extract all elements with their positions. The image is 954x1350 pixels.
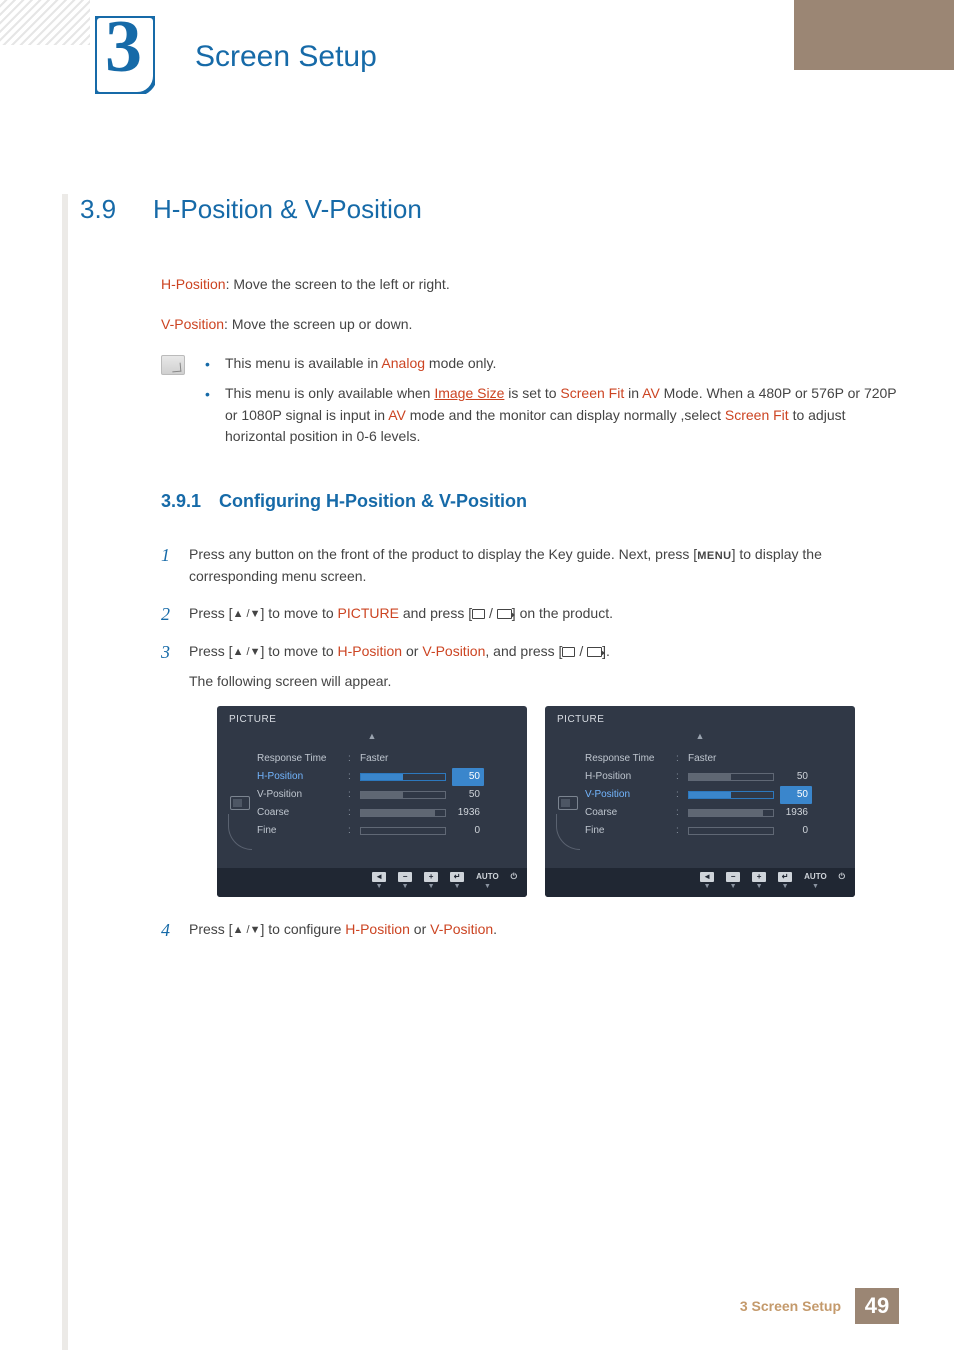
note-item: This menu is only available when Image S…	[203, 383, 899, 448]
steps-list: 1 Press any button on the front of the p…	[161, 544, 899, 941]
up-down-icon: ▲ /▼	[233, 924, 261, 936]
vposition-description: V-Position: Move the screen up or down.	[161, 314, 899, 336]
note-item: This menu is available in Analog mode on…	[203, 353, 899, 375]
osd-panel-right: PICTURE ▲ Response Time:FasterH-Position…	[545, 706, 855, 896]
up-down-icon: ▲ /▼	[233, 608, 261, 620]
header-brown-block	[794, 0, 954, 70]
page-footer: 3 Screen Setup 49	[740, 1288, 899, 1324]
step: 4 Press [▲ /▼] to configure H-Position o…	[161, 919, 899, 941]
chapter-number: 3	[105, 5, 140, 90]
step: 3 Press [▲ /▼] to move to H-Position or …	[161, 641, 899, 897]
subsection-number: 3.9.1	[161, 488, 219, 516]
step: 2 Press [▲ /▼] to move to PICTURE and pr…	[161, 603, 899, 625]
footer-text: 3 Screen Setup	[740, 1298, 841, 1314]
subsection-heading: 3.9.1Configuring H-Position & V-Position	[161, 488, 899, 516]
enter-icon	[587, 647, 602, 657]
left-margin-bar	[62, 194, 68, 1350]
osd-panel-left: PICTURE ▲ Response Time:FasterH-Position…	[217, 706, 527, 896]
note-block: This menu is available in Analog mode on…	[161, 353, 899, 456]
step: 1 Press any button on the front of the p…	[161, 544, 899, 587]
up-down-icon: ▲ /▼	[233, 646, 261, 658]
subsection-title: Configuring H-Position & V-Position	[219, 491, 527, 511]
note-icon	[161, 355, 185, 375]
rect-icon	[472, 609, 485, 619]
note-list: This menu is available in Analog mode on…	[203, 353, 899, 456]
enter-icon	[497, 609, 512, 619]
page-number: 49	[855, 1288, 899, 1324]
chapter-title: Screen Setup	[195, 40, 377, 74]
section-title: H-Position & V-Position	[153, 194, 422, 224]
rect-icon	[562, 647, 575, 657]
section-heading: 3.9H-Position & V-Position	[80, 194, 899, 225]
section-number: 3.9	[80, 194, 153, 225]
osd-screenshots: PICTURE ▲ Response Time:FasterH-Position…	[217, 706, 899, 896]
hposition-description: H-Position: Move the screen to the left …	[161, 274, 899, 296]
